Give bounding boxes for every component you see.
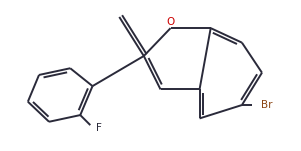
Text: Br: Br <box>261 100 272 110</box>
Text: F: F <box>96 124 102 133</box>
Text: O: O <box>166 17 175 27</box>
